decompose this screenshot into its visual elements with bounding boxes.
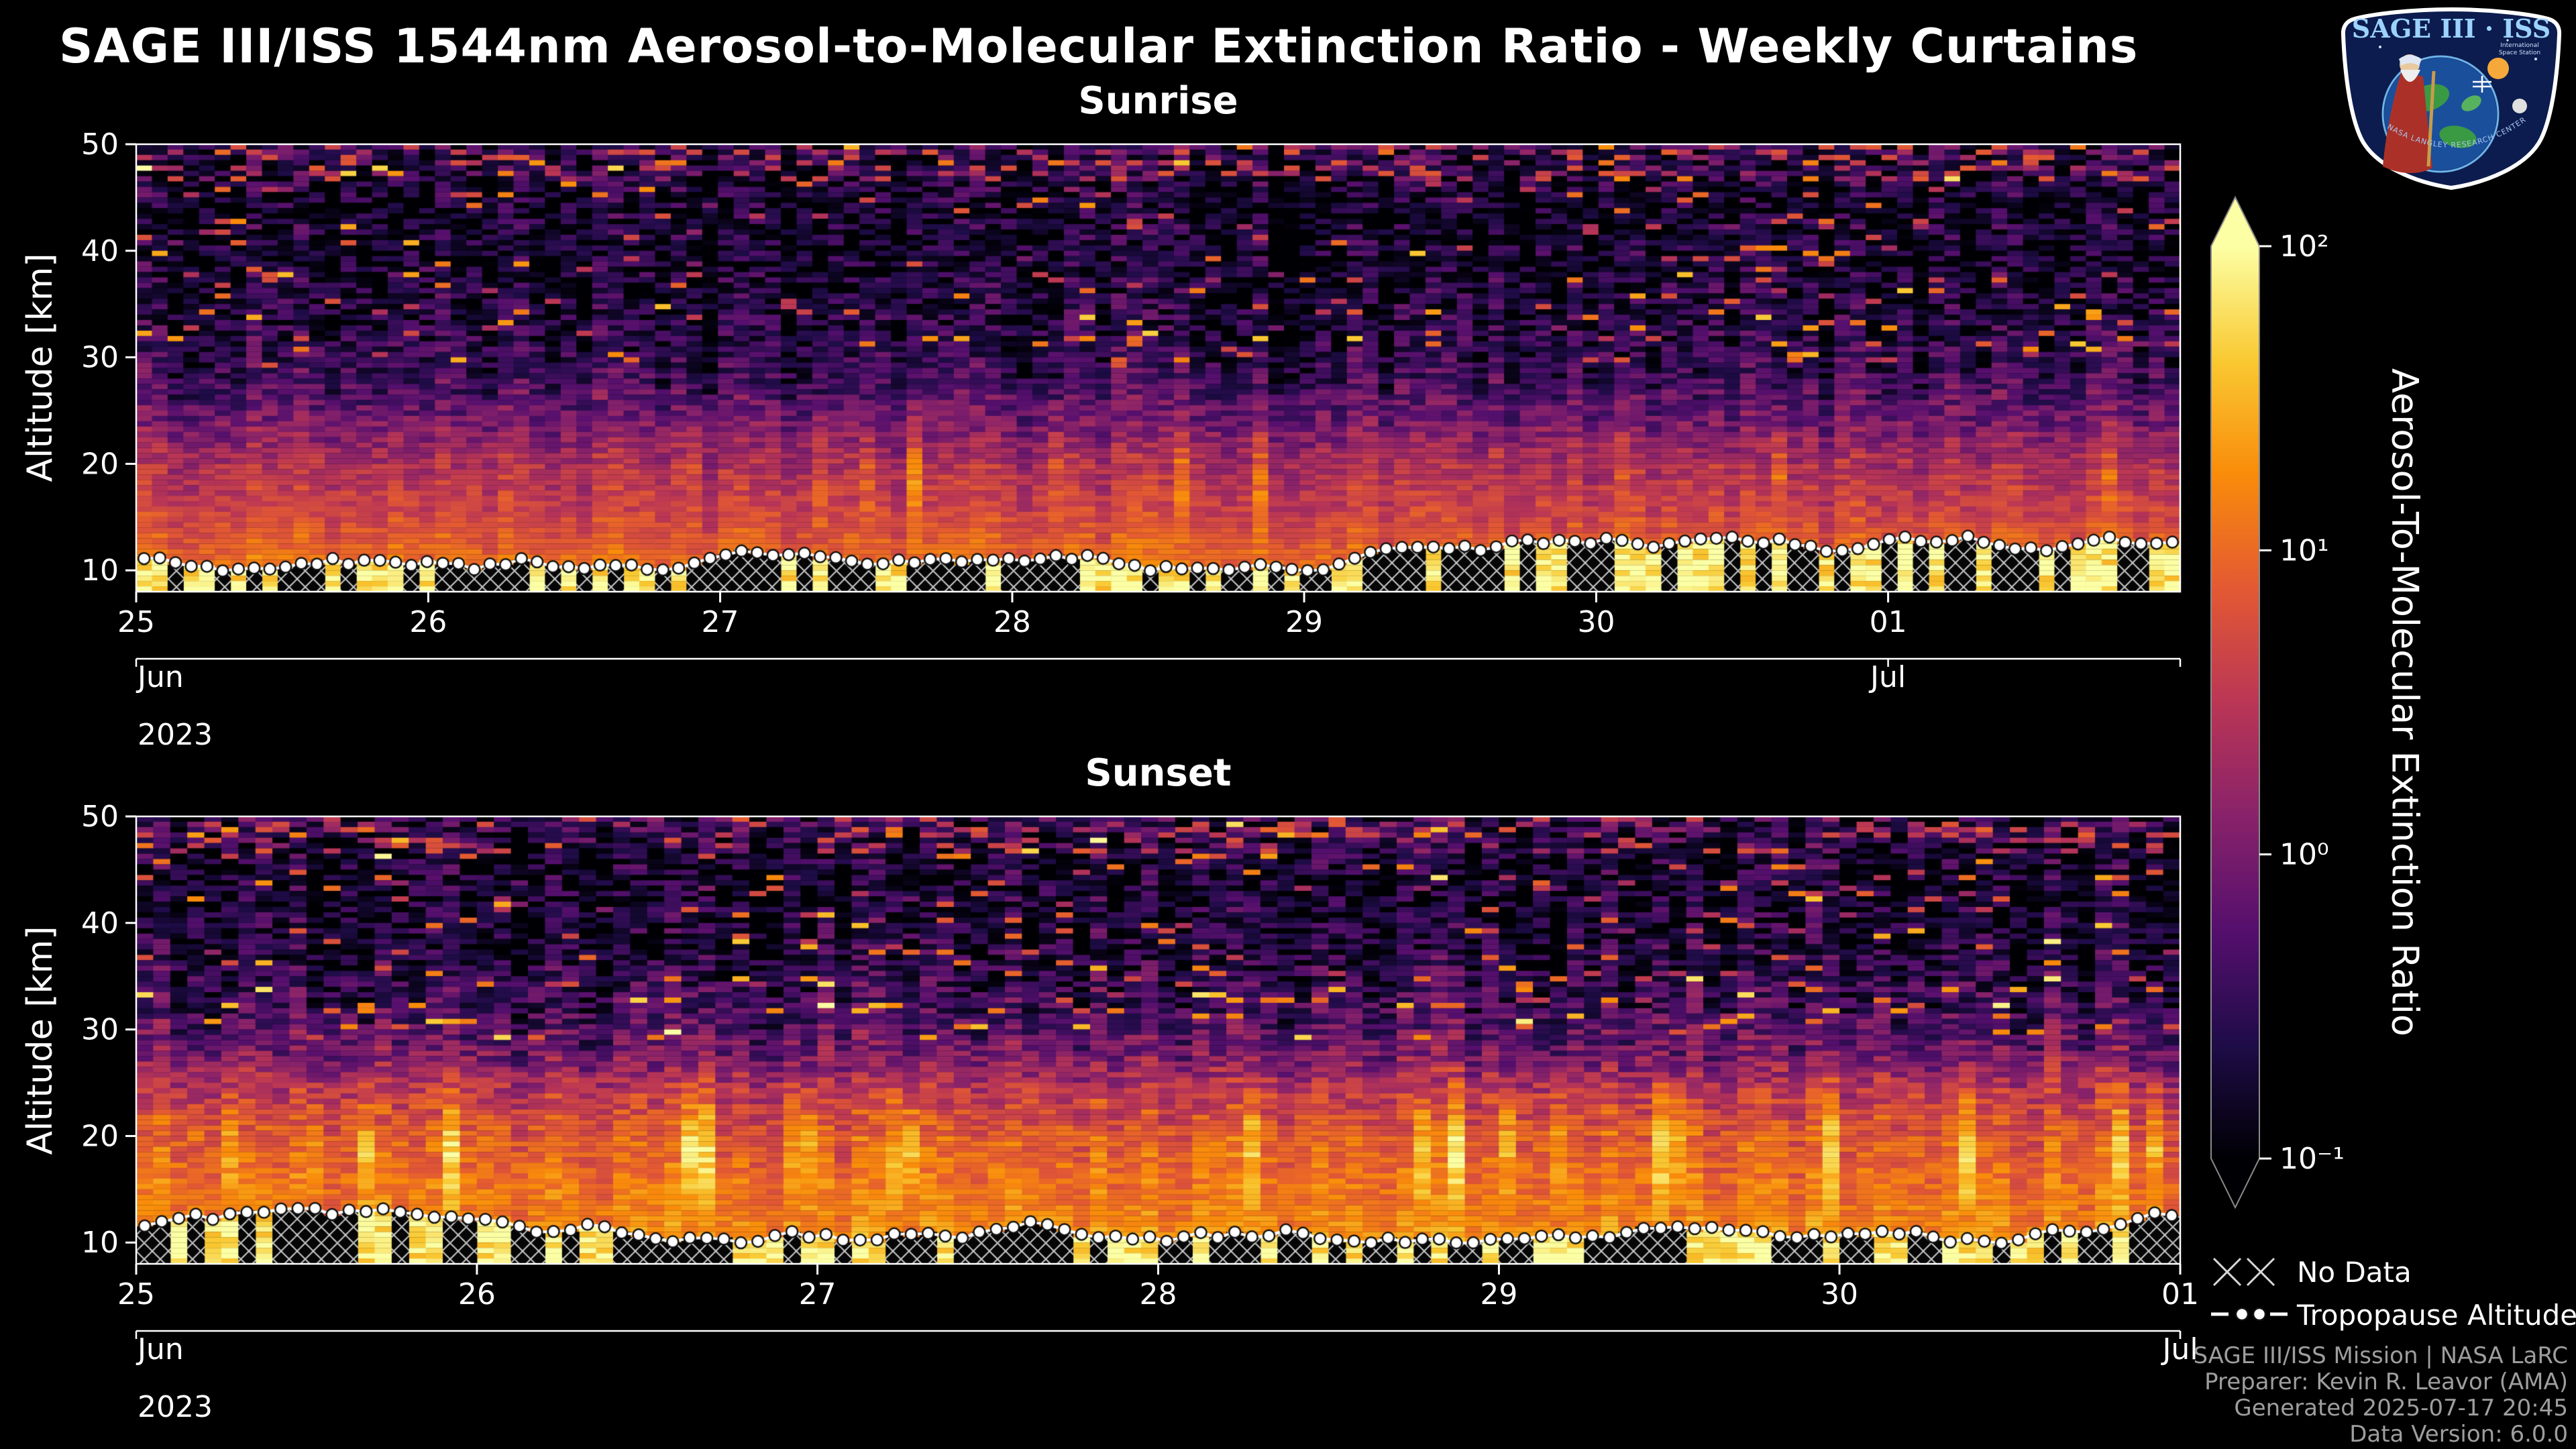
logo-earth-land bbox=[2461, 95, 2481, 111]
sunrise-heatmap bbox=[136, 144, 2180, 592]
sunrise-x-tick-label: 30 bbox=[1577, 605, 1615, 639]
sunrise-y-tick-label: 10 bbox=[81, 553, 119, 588]
sunset-year-label: 2023 bbox=[138, 1390, 213, 1424]
sunset-y-tick-label: 10 bbox=[81, 1226, 119, 1260]
colorbar-tick-label: 10¹ bbox=[2279, 533, 2329, 568]
attribution-line-mission: SAGE III/ISS Mission | NASA LaRC bbox=[2193, 1342, 2568, 1369]
colorbar-tick-label: 10² bbox=[2279, 229, 2329, 264]
sunset-panel-title: Sunset bbox=[1085, 751, 1232, 795]
sunrise-x-tick-label: 01 bbox=[1870, 605, 1907, 639]
logo-iss bbox=[2473, 76, 2491, 93]
sunset-x-tick-label: 26 bbox=[458, 1277, 496, 1311]
sunrise-x-tick-label: 27 bbox=[702, 605, 739, 639]
logo-subtitle-1: International bbox=[2500, 42, 2538, 49]
logo-star bbox=[2534, 58, 2537, 60]
sunrise-month-label-jul: Jul bbox=[1868, 660, 1906, 694]
sunset-x-tick-label: 28 bbox=[1140, 1277, 1177, 1311]
sunrise-y-tick-label: 50 bbox=[81, 127, 119, 162]
sunset-y-tick-label: 50 bbox=[81, 800, 119, 834]
attribution-line-generated: Generated 2025-07-17 20:45 bbox=[2234, 1395, 2568, 1421]
sunrise-y-axis-label: Altitude [km] bbox=[20, 253, 60, 482]
sunrise-x-tick-label: 25 bbox=[117, 605, 155, 639]
figure-title: SAGE III/ISS 1544nm Aerosol-to-Molecular… bbox=[59, 19, 2139, 74]
sage-logo: SAGE III · ISS International Space Stati… bbox=[2341, 7, 2562, 191]
sunset-x-tick-label: 25 bbox=[117, 1277, 155, 1311]
colorbar-tick-label: 10⁰ bbox=[2279, 838, 2329, 872]
sunrise-y-tick-label: 30 bbox=[81, 341, 119, 375]
logo-sun bbox=[2487, 58, 2509, 79]
logo-earth-land bbox=[2439, 125, 2477, 148]
sunrise-year-label: 2023 bbox=[138, 718, 213, 752]
colorbar bbox=[2210, 195, 2260, 1210]
tropopause-legend-marker bbox=[2235, 1307, 2249, 1322]
sunset-x-tick-label: 27 bbox=[799, 1277, 837, 1311]
attribution-line-version: Data Version: 6.0.0 bbox=[2349, 1421, 2568, 1448]
logo-star bbox=[2506, 39, 2509, 42]
sunrise-month-label-jun: Jun bbox=[136, 660, 184, 694]
sunset-heatmap bbox=[136, 816, 2180, 1264]
logo-star bbox=[2379, 46, 2381, 48]
logo-moon bbox=[2512, 99, 2527, 113]
sunset-x-tick-label: 01 bbox=[2161, 1277, 2199, 1311]
logo-earth-atmosphere bbox=[2381, 55, 2500, 173]
colorbar-tick-label: 10⁻¹ bbox=[2279, 1142, 2345, 1176]
sunset-y-tick-label: 20 bbox=[81, 1119, 119, 1153]
sunrise-y-tick-label: 40 bbox=[81, 234, 119, 268]
no-data-legend-icon bbox=[2212, 1257, 2275, 1287]
sunset-x-tick-label: 30 bbox=[1821, 1277, 1858, 1311]
no-data-legend-label: No Data bbox=[2297, 1256, 2412, 1289]
attribution-line-preparer: Preparer: Kevin R. Leavor (AMA) bbox=[2204, 1368, 2568, 1395]
sunrise-x-tick-label: 28 bbox=[994, 605, 1031, 639]
sunset-y-tick-label: 30 bbox=[81, 1013, 119, 1047]
logo-wizard bbox=[2383, 54, 2436, 173]
tropopause-legend-label: Tropopause Altitude bbox=[2297, 1299, 2576, 1332]
sunset-x-tick-label: 29 bbox=[1480, 1277, 1517, 1311]
sunset-y-axis-label: Altitude [km] bbox=[20, 926, 60, 1155]
sunset-month-label-jun: Jun bbox=[136, 1332, 184, 1366]
sunset-y-tick-label: 40 bbox=[81, 906, 119, 941]
sunrise-x-tick-label: 29 bbox=[1285, 605, 1323, 639]
logo-subtitle-2: Space Station bbox=[2499, 50, 2540, 56]
sunrise-panel-title: Sunrise bbox=[1078, 79, 1238, 123]
tropopause-legend-marker bbox=[2252, 1307, 2267, 1322]
attribution-block: SAGE III/ISS Mission | NASA LaRC Prepare… bbox=[2193, 1343, 2568, 1448]
logo-title: SAGE III · ISS bbox=[2352, 13, 2551, 44]
sunrise-x-tick-label: 26 bbox=[409, 605, 447, 639]
colorbar-label: Aerosol-To-Molecular Extinction Ratio bbox=[2383, 368, 2426, 1036]
sunrise-y-tick-label: 20 bbox=[81, 447, 119, 481]
sunset-month-label-jul: Jul bbox=[2160, 1332, 2198, 1366]
